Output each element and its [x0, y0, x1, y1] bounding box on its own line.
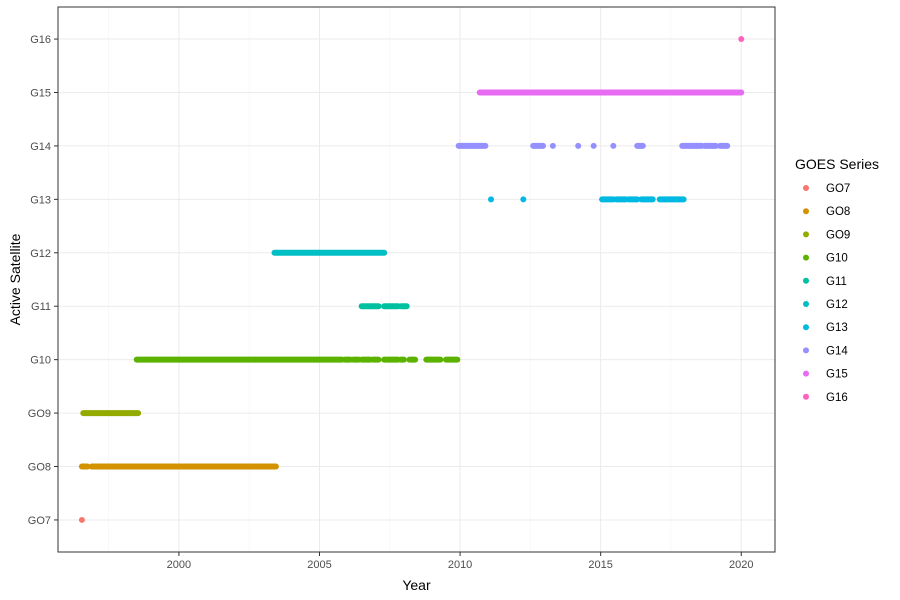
legend-item-g10: G10 — [803, 253, 848, 265]
legend-label: G15 — [826, 369, 848, 381]
x-tick-label: 2000 — [167, 559, 191, 571]
legend-label: G13 — [826, 322, 848, 334]
legend-key — [803, 301, 809, 307]
legend-key — [803, 393, 809, 400]
legend-item-go8: GO8 — [803, 206, 850, 218]
y-tick-label: G16 — [30, 34, 51, 46]
legend-item-g12: G12 — [803, 299, 848, 311]
legend-item-g14: G14 — [803, 345, 848, 357]
legend-key — [803, 370, 809, 377]
legend-label: G11 — [826, 276, 847, 288]
axes: 2000 2005 2010 2015 2020 GO7 GO8 GO9 G10 G11 G12 G1… — [28, 34, 754, 571]
legend-key — [803, 324, 809, 331]
legend-key — [803, 277, 809, 284]
x-tick-label: 2015 — [588, 559, 612, 571]
legend-item-g11: G11 — [803, 276, 847, 288]
y-tick-label: G10 — [30, 355, 51, 367]
y-tick-label: G11 — [31, 301, 51, 313]
data-point — [575, 142, 582, 149]
data-point — [520, 196, 527, 203]
legend-title: GOES Series — [795, 156, 879, 172]
y-tick-label: G15 — [30, 87, 51, 99]
series-g14 — [455, 142, 731, 149]
x-tick-label: 2010 — [448, 559, 472, 571]
y-tick-label: GO9 — [28, 408, 51, 420]
series-g13 — [488, 196, 687, 203]
legend-key — [803, 254, 809, 261]
legend: GOES Series GO7 GO8 GO9 G10 G11 G12 G13 G14 G15 G… — [795, 156, 879, 404]
legend-label: G10 — [826, 253, 848, 265]
data-marks — [78, 36, 745, 523]
legend-label: GO7 — [826, 183, 850, 195]
y-tick-label: G12 — [30, 248, 51, 260]
y-tick-label: GO8 — [28, 462, 51, 474]
data-point — [738, 36, 745, 43]
y-axis-title: Active Satellite — [7, 233, 23, 325]
legend-label: G16 — [826, 392, 848, 404]
legend-item-g13: G13 — [803, 322, 848, 334]
x-tick-label: 2020 — [729, 559, 753, 571]
y-tick-label: G13 — [30, 194, 51, 206]
legend-key — [803, 185, 809, 191]
legend-label: G12 — [826, 299, 848, 311]
legend-key — [803, 347, 809, 354]
legend-label: G14 — [826, 345, 848, 357]
panel-border — [57, 6, 776, 553]
data-point — [590, 142, 597, 149]
legend-label: GO8 — [826, 206, 850, 218]
legend-label: GO9 — [826, 229, 850, 241]
legend-key — [803, 208, 809, 215]
data-point — [610, 142, 617, 149]
legend-item-go7: GO7 — [803, 183, 850, 195]
legend-item-g16: G16 — [803, 392, 848, 404]
legend-item-g15: G15 — [803, 369, 848, 381]
series-g16 — [738, 36, 745, 43]
grid — [58, 7, 775, 552]
data-point — [488, 196, 495, 203]
series-go7 — [78, 516, 85, 523]
x-tick-label: 2005 — [307, 559, 331, 571]
data-point — [78, 516, 85, 523]
y-tick-label: GO7 — [28, 515, 51, 527]
y-tick-label: G14 — [30, 141, 51, 153]
legend-key — [803, 231, 809, 238]
data-point — [549, 142, 556, 149]
x-axis-title: Year — [402, 577, 431, 593]
legend-item-go9: GO9 — [803, 229, 850, 241]
